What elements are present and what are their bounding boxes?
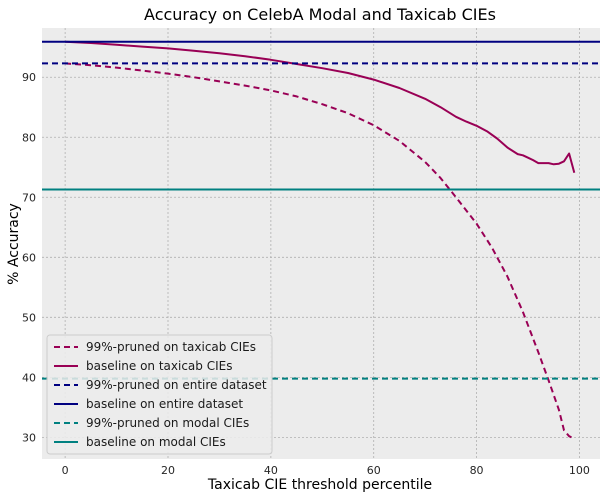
x-tick-label: 60 [367,464,381,477]
x-tick-label: 80 [470,464,484,477]
legend-label-0: 99%-pruned on taxicab CIEs [86,340,256,354]
y-tick-label: 80 [22,131,36,144]
legend-label-3: baseline on entire dataset [86,397,243,411]
y-axis-label: % Accuracy [6,203,22,285]
y-tick-label: 50 [22,311,36,324]
y-tick-label: 70 [22,191,36,204]
x-tick-label: 40 [264,464,278,477]
legend-box [46,334,273,455]
x-axis-label: Taxicab CIE threshold percentile [207,477,432,493]
y-tick-label: 60 [22,251,36,264]
y-tick-label: 40 [22,371,36,384]
legend: 99%-pruned on taxicab CIEs baseline on ta… [46,334,273,455]
series-line-0 [65,62,575,440]
x-tick-label: 0 [62,464,69,477]
series-line-1 [65,40,576,173]
legend-label-5: baseline on modal CIEs [86,435,226,449]
chart-title: Accuracy on CelebA Modal and Taxicab CIE… [144,5,496,24]
legend-label-4: 99%-pruned on modal CIEs [86,416,249,430]
axes: 0 20 40 60 80 100 30 40 50 60 70 80 90 [22,71,590,477]
x-tick-label: 100 [569,464,590,477]
legend-label-1: baseline on taxicab CIEs [86,359,232,373]
x-tick-label: 20 [161,464,175,477]
legend-label-2: 99%-pruned on entire dataset [86,378,267,392]
y-tick-label: 90 [22,71,36,84]
y-tick-label: 30 [22,431,36,444]
